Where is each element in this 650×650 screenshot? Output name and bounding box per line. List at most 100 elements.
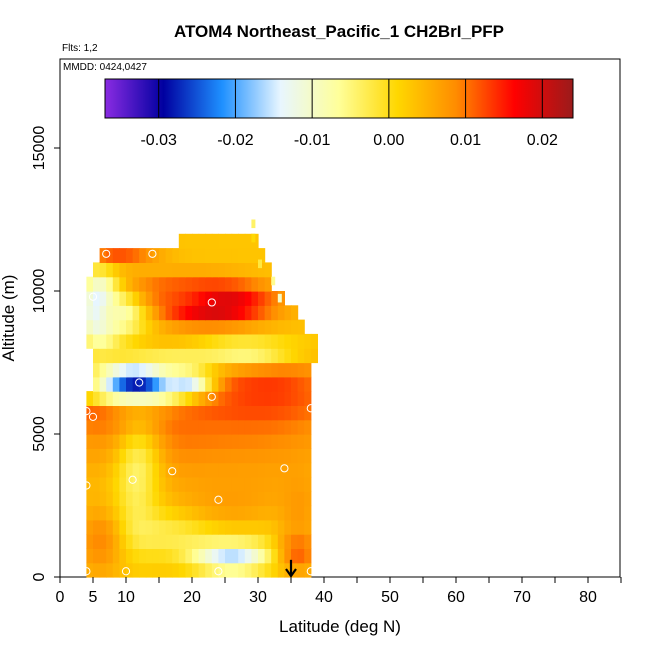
heatmap-cell — [277, 491, 285, 507]
heatmap-cell — [126, 462, 134, 478]
heatmap-cell — [139, 434, 147, 449]
heatmap-cell — [231, 548, 239, 564]
heatmap-cell — [225, 476, 233, 492]
heatmap-cell — [126, 548, 134, 564]
heatmap-cell — [218, 519, 226, 535]
heatmap-cell — [205, 405, 213, 421]
heatmap-cell — [192, 434, 200, 449]
heatmap-cell — [172, 434, 180, 449]
heatmap-cell — [152, 476, 160, 492]
heatmap-cell — [231, 376, 239, 392]
heatmap-cell — [159, 476, 167, 492]
heatmap-cell — [205, 248, 213, 263]
heatmap-cell — [192, 362, 200, 378]
heatmap-cell — [86, 319, 94, 335]
x-tick-label: 60 — [447, 589, 465, 606]
heatmap-cell — [172, 534, 180, 549]
heatmap-cell — [244, 262, 252, 278]
heatmap-cell — [185, 276, 193, 292]
heatmap-cell — [251, 405, 259, 421]
heatmap-cell — [291, 305, 299, 321]
heatmap-cell — [112, 519, 120, 535]
heatmap-cell — [126, 419, 134, 435]
heatmap-cell — [126, 291, 134, 306]
heatmap-cell — [165, 291, 173, 306]
heatmap-cell — [86, 491, 94, 507]
heatmap-cell — [218, 362, 226, 378]
sample-point — [121, 567, 131, 576]
heatmap-cell — [310, 348, 318, 364]
heatmap-cell — [165, 448, 173, 464]
heatmap-cell — [225, 562, 233, 578]
heatmap-cell — [132, 362, 140, 378]
heatmap-cell — [205, 476, 213, 492]
heatmap-cell — [205, 305, 213, 321]
heatmap-cell — [251, 233, 256, 243]
heatmap-cell — [297, 476, 305, 492]
heatmap-cell — [244, 319, 252, 335]
heatmap-cell — [284, 348, 292, 364]
heatmap-cell — [211, 291, 219, 306]
heatmap-cell — [251, 248, 259, 263]
heatmap-cell — [99, 405, 107, 421]
heatmap-cell — [145, 362, 153, 378]
heatmap-cell — [126, 319, 134, 335]
heatmap-cell — [284, 305, 292, 321]
heatmap-cell — [132, 448, 140, 464]
x-tick-label: 5 — [89, 589, 98, 606]
heatmap-cell — [304, 534, 312, 549]
heatmap-cell — [225, 248, 233, 263]
heatmap-cell — [258, 262, 266, 278]
heatmap-cell — [304, 519, 312, 535]
heatmap-cell — [145, 519, 153, 535]
heatmap-cell — [86, 534, 94, 549]
heatmap-cell — [198, 462, 206, 478]
heatmap-cell — [205, 362, 213, 378]
heatmap-cell — [211, 448, 219, 464]
heatmap-cell — [205, 548, 213, 564]
heatmap-cell — [99, 291, 107, 306]
heatmap-cell — [192, 448, 200, 464]
heatmap-cell — [218, 476, 226, 492]
heatmap-cell — [178, 434, 186, 449]
heatmap-cell — [99, 548, 107, 564]
heatmap-cell — [159, 491, 167, 507]
heatmap-cell — [211, 233, 219, 249]
heatmap-cell — [225, 434, 233, 449]
heatmap-cell — [271, 419, 279, 435]
heatmap-cell — [258, 259, 262, 269]
heatmap-cell — [284, 434, 292, 449]
heatmap-cell — [159, 419, 167, 435]
heatmap-cell — [152, 376, 160, 392]
heatmap-cell — [132, 405, 140, 421]
heatmap-cell — [264, 262, 272, 278]
heatmap-cell — [211, 519, 219, 535]
heatmap-cell — [106, 362, 114, 378]
heatmap-cell — [258, 333, 266, 349]
heatmap-cell — [304, 348, 312, 364]
heatmap-cell — [178, 319, 186, 335]
heatmap-cell — [205, 348, 213, 364]
heatmap-cell — [198, 534, 206, 549]
heatmap-cell — [132, 562, 140, 578]
heatmap-cell — [211, 248, 219, 263]
heatmap-cell — [185, 248, 193, 263]
heatmap-cell — [165, 248, 173, 263]
heatmap-cell — [297, 505, 305, 521]
heatmap-cell — [178, 448, 186, 464]
heatmap-cell — [112, 276, 120, 292]
heatmap-cell — [192, 476, 200, 492]
heatmap-cell — [211, 462, 219, 478]
heatmap-cell — [244, 562, 252, 578]
heatmap-cell — [192, 262, 200, 278]
heatmap-cell — [192, 333, 200, 349]
heatmap-cell — [119, 319, 127, 335]
sample-point — [280, 464, 289, 473]
heatmap-cell — [165, 391, 173, 406]
heatmap-cell — [192, 291, 200, 306]
heatmap-cell — [238, 562, 246, 578]
heatmap-cell — [205, 376, 213, 392]
heatmap-cell — [172, 348, 180, 364]
heatmap-cell — [198, 491, 206, 507]
heatmap-cell — [264, 534, 272, 549]
